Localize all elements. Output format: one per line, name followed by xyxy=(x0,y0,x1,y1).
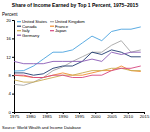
legend-swatch xyxy=(17,21,21,22)
y-tick-label: 12 xyxy=(6,55,11,60)
x-axis: 1975 1980 1985 1990 1995 2000 2005 2010 2015 xyxy=(10,112,150,119)
y-tick xyxy=(12,94,14,95)
legend-item: Germany xyxy=(17,33,40,38)
legend-swatch xyxy=(50,30,54,31)
x-tick-label: 2010 xyxy=(123,114,133,119)
y-tick-label: 20 xyxy=(6,18,11,23)
legend: United StatesUnited KingdomCanadaFranceI… xyxy=(17,19,85,38)
y-tick-label: 0 xyxy=(9,110,12,115)
x-tick-label: 1980 xyxy=(26,114,36,119)
y-tick xyxy=(12,38,14,39)
y-tick xyxy=(12,75,14,76)
y-tick xyxy=(12,57,14,58)
legend-swatch xyxy=(50,21,54,22)
y-axis-line xyxy=(12,21,15,113)
legend-swatch xyxy=(17,35,21,36)
legend-label: Japan xyxy=(55,28,67,33)
series-line xyxy=(14,41,141,86)
x-tick-label: 2000 xyxy=(91,114,101,119)
legend-swatch xyxy=(17,26,21,27)
legend-swatch xyxy=(50,26,54,27)
chart: Share of Income Earned by Top 1 Percent,… xyxy=(0,0,150,132)
x-tick-label: 1995 xyxy=(75,114,85,119)
series-line xyxy=(14,68,141,82)
series-line xyxy=(14,27,141,71)
x-tick-label: 1985 xyxy=(42,114,52,119)
y-tick-label: 16 xyxy=(6,36,11,41)
x-tick-label: 2015 xyxy=(140,114,150,119)
y-axis: 0 4 8 12 16 20 xyxy=(6,18,14,115)
y-tick-label: 4 xyxy=(9,91,12,96)
legend-item: Japan xyxy=(50,28,67,33)
series-line xyxy=(14,50,141,75)
x-tick-label: 1990 xyxy=(58,114,68,119)
legend-label: Germany xyxy=(22,33,40,38)
y-tick-label: 8 xyxy=(9,73,12,78)
y-tick xyxy=(12,20,14,21)
legend-swatch xyxy=(17,30,21,31)
x-tick-label: 2005 xyxy=(107,114,117,119)
series-line xyxy=(14,52,141,64)
title: Share of Income Earned by Top 1 Percent,… xyxy=(12,2,139,8)
series-line xyxy=(14,66,141,78)
series-line xyxy=(14,66,141,78)
x-tick-label: 1975 xyxy=(10,114,20,119)
y-tick xyxy=(12,112,14,113)
source: Source: World Wealth and Income Database xyxy=(2,125,82,130)
plot xyxy=(14,27,141,85)
y-label: Percent xyxy=(2,12,18,17)
